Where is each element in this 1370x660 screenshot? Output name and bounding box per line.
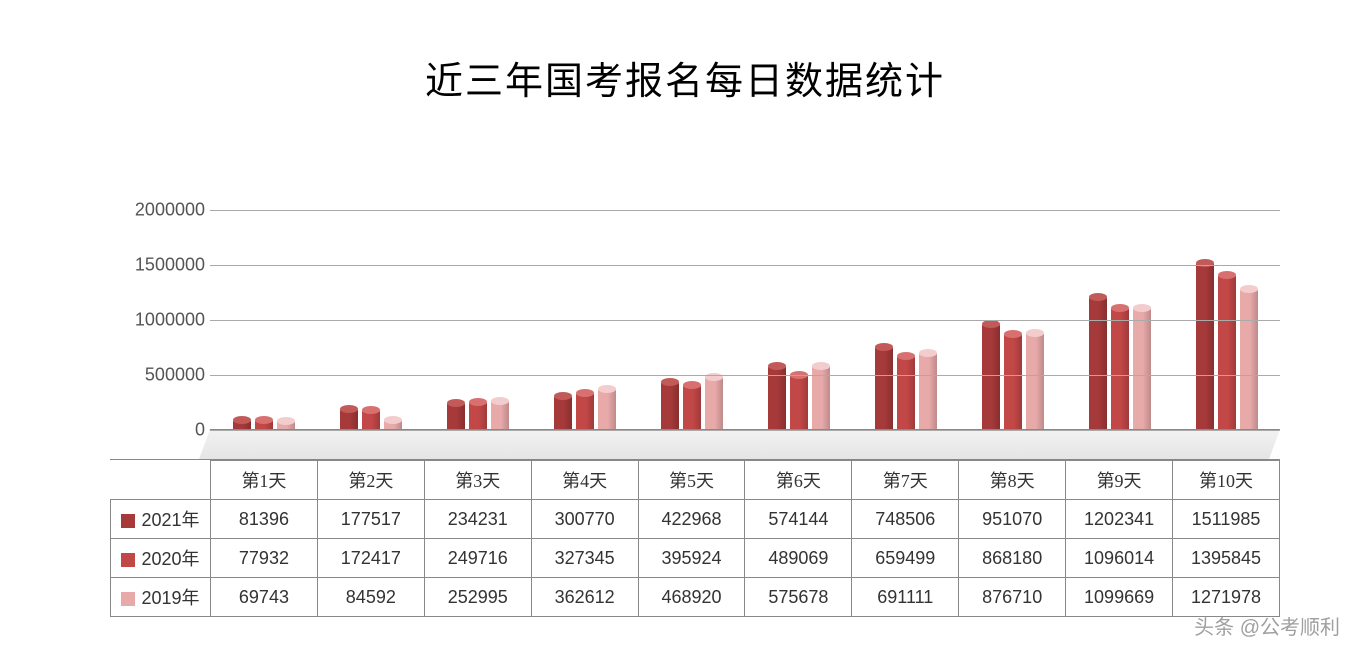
chart-title: 近三年国考报名每日数据统计 <box>0 0 1370 105</box>
category-label: 第2天 <box>317 461 424 500</box>
category-label: 第7天 <box>852 461 959 500</box>
data-cell: 1096014 <box>1066 539 1173 578</box>
data-cell: 234231 <box>424 500 531 539</box>
data-cell: 468920 <box>638 578 745 617</box>
bar <box>598 389 616 429</box>
bar <box>1240 289 1258 429</box>
bar <box>875 347 893 429</box>
data-cell: 327345 <box>531 539 638 578</box>
bar <box>705 377 723 429</box>
legend-cell: 2019年 <box>111 578 211 617</box>
data-cell: 1395845 <box>1173 539 1280 578</box>
data-cell: 659499 <box>852 539 959 578</box>
plot-area: 0500000100000015000002000000 <box>110 210 1280 460</box>
floor-3d <box>199 429 1280 459</box>
bar <box>982 324 1000 429</box>
legend-label: 2021年 <box>141 510 199 530</box>
data-cell: 395924 <box>638 539 745 578</box>
category-label: 第10天 <box>1173 461 1280 500</box>
data-cell: 574144 <box>745 500 852 539</box>
data-cell: 84592 <box>317 578 424 617</box>
category-label: 第4天 <box>531 461 638 500</box>
data-cell: 868180 <box>959 539 1066 578</box>
y-tick-label: 2000000 <box>110 200 205 221</box>
bar <box>1218 275 1236 429</box>
bar <box>469 402 487 429</box>
data-cell: 252995 <box>424 578 531 617</box>
data-table: 第1天第2天第3天第4天第5天第6天第7天第8天第9天第10天 2021年 8139… <box>110 460 1280 617</box>
bar <box>233 420 251 429</box>
bar <box>576 393 594 429</box>
grid-line <box>210 210 1280 211</box>
table-corner <box>111 461 211 500</box>
data-cell: 489069 <box>745 539 852 578</box>
bar <box>1133 308 1151 429</box>
category-label: 第5天 <box>638 461 745 500</box>
category-label: 第3天 <box>424 461 531 500</box>
bar <box>1026 333 1044 429</box>
category-label: 第1天 <box>211 461 318 500</box>
grid-line <box>210 375 1280 376</box>
bar <box>340 409 358 429</box>
bar <box>491 401 509 429</box>
grid-line <box>210 265 1280 266</box>
data-cell: 300770 <box>531 500 638 539</box>
grid-line <box>210 320 1280 321</box>
y-tick-label: 0 <box>110 420 205 441</box>
legend-label: 2020年 <box>141 549 199 569</box>
data-cell: 1202341 <box>1066 500 1173 539</box>
bar <box>1004 334 1022 429</box>
bar <box>277 421 295 429</box>
bar <box>661 382 679 429</box>
legend-swatch <box>121 553 135 567</box>
bar <box>554 396 572 429</box>
data-cell: 691111 <box>852 578 959 617</box>
data-cell: 69743 <box>211 578 318 617</box>
y-tick-label: 1500000 <box>110 255 205 276</box>
data-cell: 876710 <box>959 578 1066 617</box>
data-cell: 748506 <box>852 500 959 539</box>
data-cell: 249716 <box>424 539 531 578</box>
bar <box>790 375 808 429</box>
bar <box>1089 297 1107 429</box>
grid-line <box>210 430 1280 431</box>
data-cell: 1511985 <box>1173 500 1280 539</box>
y-tick-label: 1000000 <box>110 310 205 331</box>
chart-container: 0500000100000015000002000000 第1天第2天第3天第4… <box>110 210 1280 617</box>
data-cell: 951070 <box>959 500 1066 539</box>
legend-swatch <box>121 514 135 528</box>
y-tick-label: 500000 <box>110 365 205 386</box>
bar <box>683 385 701 429</box>
data-cell: 81396 <box>211 500 318 539</box>
bar <box>255 420 273 429</box>
bar <box>384 420 402 429</box>
data-cell: 177517 <box>317 500 424 539</box>
data-cell: 575678 <box>745 578 852 617</box>
category-label: 第9天 <box>1066 461 1173 500</box>
watermark: 头条 @公考顺利 <box>1194 611 1340 640</box>
data-cell: 77932 <box>211 539 318 578</box>
bar <box>362 410 380 429</box>
legend-swatch <box>121 592 135 606</box>
data-cell: 172417 <box>317 539 424 578</box>
bar <box>447 403 465 429</box>
legend-cell: 2020年 <box>111 539 211 578</box>
bar <box>1111 308 1129 429</box>
legend-cell: 2021年 <box>111 500 211 539</box>
data-cell: 362612 <box>531 578 638 617</box>
data-cell: 422968 <box>638 500 745 539</box>
legend-label: 2019年 <box>141 588 199 608</box>
bar <box>1196 263 1214 429</box>
category-label: 第8天 <box>959 461 1066 500</box>
category-label: 第6天 <box>745 461 852 500</box>
bar <box>897 356 915 429</box>
bar <box>919 353 937 429</box>
data-cell: 1099669 <box>1066 578 1173 617</box>
